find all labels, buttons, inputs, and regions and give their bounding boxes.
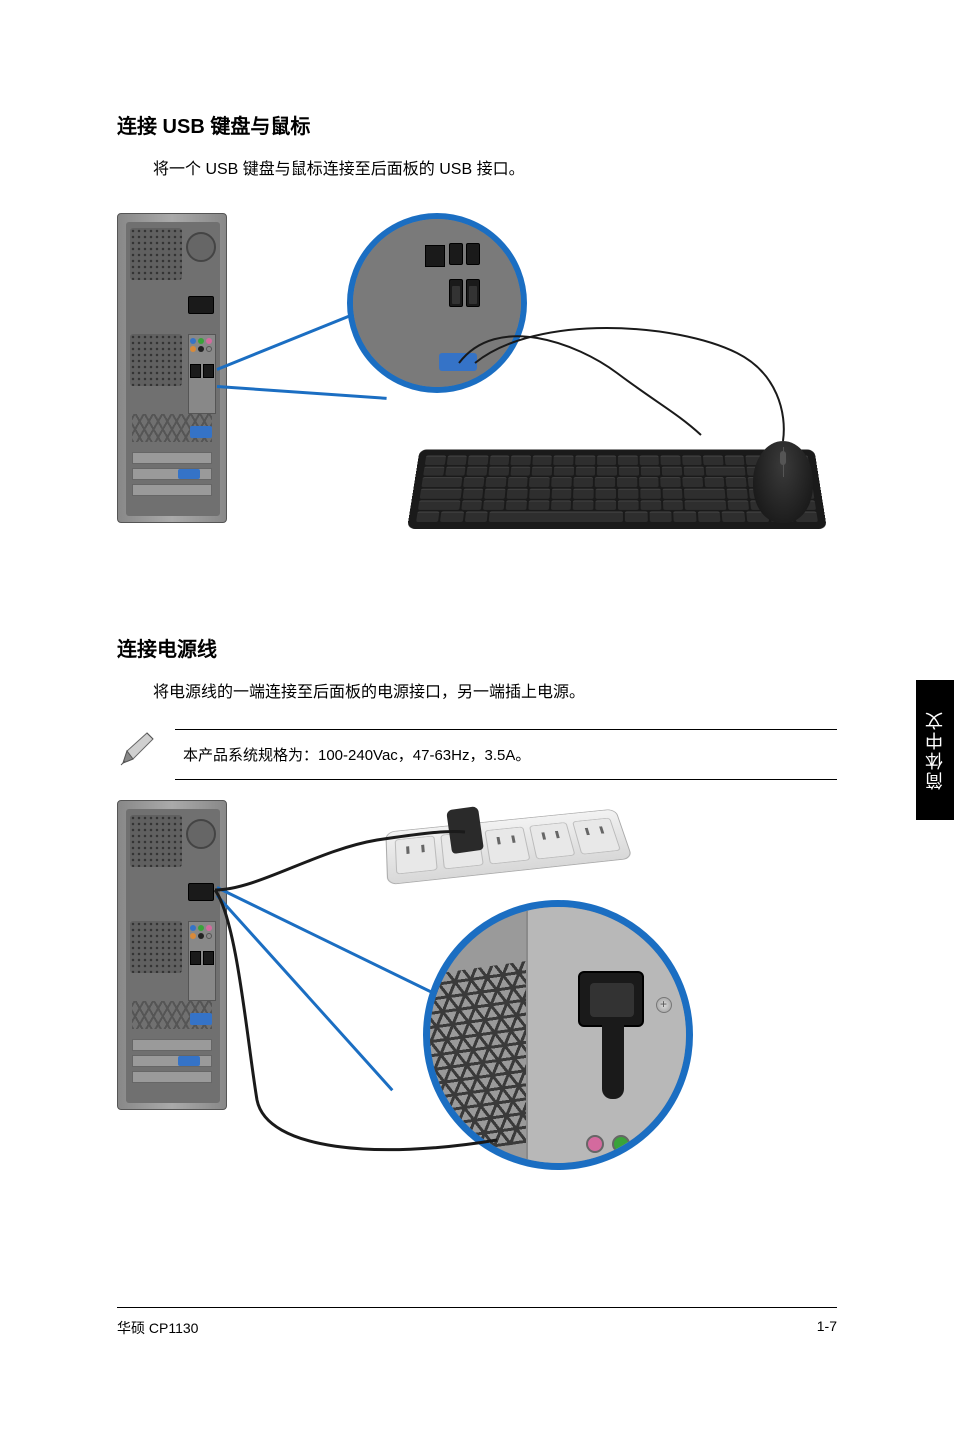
language-side-tab-label: 简体中文 bbox=[922, 710, 948, 790]
expansion-slot bbox=[132, 1055, 212, 1067]
footer-product-name: 华硕 CP1130 bbox=[117, 1318, 198, 1338]
usb-ports-small-icon bbox=[190, 951, 214, 965]
section-power-heading: 连接电源线 bbox=[117, 633, 837, 662]
callout-leader-line bbox=[216, 895, 394, 1092]
expansion-slot bbox=[132, 1071, 212, 1083]
power-plug-icon bbox=[446, 806, 484, 854]
language-side-tab: 简体中文 bbox=[916, 680, 954, 820]
figure-power-connection bbox=[117, 800, 817, 1160]
psu-vent-icon bbox=[130, 815, 182, 867]
section-power: 连接电源线 将电源线的一端连接至后面板的电源接口，另一端插上电源。 本产品系统规… bbox=[117, 633, 837, 1161]
expansion-slot bbox=[132, 1039, 212, 1051]
psu-fan-icon bbox=[186, 819, 216, 849]
section-usb: 连接 USB 键盘与鼠标 将一个 USB 键盘与鼠标连接至后面板的 USB 接口… bbox=[117, 110, 837, 553]
figure-usb-connection bbox=[117, 213, 817, 553]
callout-power-inlet-detail bbox=[423, 900, 693, 1170]
pencil-note-icon bbox=[117, 729, 157, 769]
section-power-body: 将电源线的一端连接至后面板的电源接口，另一端插上电源。 bbox=[153, 680, 837, 706]
power-inlet-icon bbox=[188, 883, 214, 901]
footer-page-number: 1-7 bbox=[817, 1318, 837, 1338]
desktop-tower-rear bbox=[117, 800, 227, 1110]
power-strip-icon bbox=[385, 809, 632, 886]
page-footer: 华硕 CP1130 1-7 bbox=[117, 1307, 837, 1338]
note-box: 本产品系统规格为：100-240Vac，47-63Hz，3.5A。 bbox=[117, 729, 837, 780]
audio-jacks-icon bbox=[190, 925, 212, 939]
section-usb-body: 将一个 USB 键盘与鼠标连接至后面板的 USB 接口。 bbox=[153, 157, 837, 183]
vga-port-card-icon bbox=[178, 1056, 200, 1066]
case-vent-icon bbox=[130, 921, 182, 973]
audio-jacks-large-icon bbox=[586, 1135, 656, 1153]
note-text: 本产品系统规格为：100-240Vac，47-63Hz，3.5A。 bbox=[175, 729, 837, 780]
usb-mouse-icon bbox=[753, 441, 813, 523]
vga-port-icon bbox=[190, 1013, 212, 1025]
section-usb-heading: 连接 USB 键盘与鼠标 bbox=[117, 110, 837, 139]
power-cord-connector-icon bbox=[602, 1019, 624, 1099]
